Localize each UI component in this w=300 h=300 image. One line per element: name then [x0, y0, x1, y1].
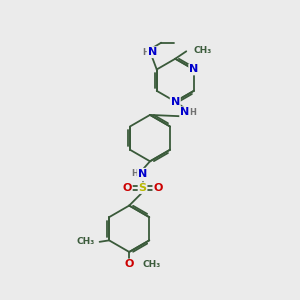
- Text: H: H: [132, 169, 139, 178]
- Text: O: O: [124, 260, 134, 269]
- Text: H: H: [142, 48, 149, 57]
- Text: H: H: [189, 108, 196, 117]
- Text: O: O: [153, 183, 163, 193]
- Text: O: O: [122, 183, 132, 193]
- Text: N: N: [189, 64, 198, 74]
- Text: N: N: [138, 169, 147, 179]
- Text: CH₃: CH₃: [76, 237, 94, 246]
- Text: S: S: [139, 183, 147, 193]
- Text: N: N: [180, 107, 189, 117]
- Text: CH₃: CH₃: [193, 46, 211, 55]
- Text: CH₃: CH₃: [142, 260, 161, 269]
- Text: N: N: [148, 47, 157, 57]
- Text: N: N: [171, 97, 180, 106]
